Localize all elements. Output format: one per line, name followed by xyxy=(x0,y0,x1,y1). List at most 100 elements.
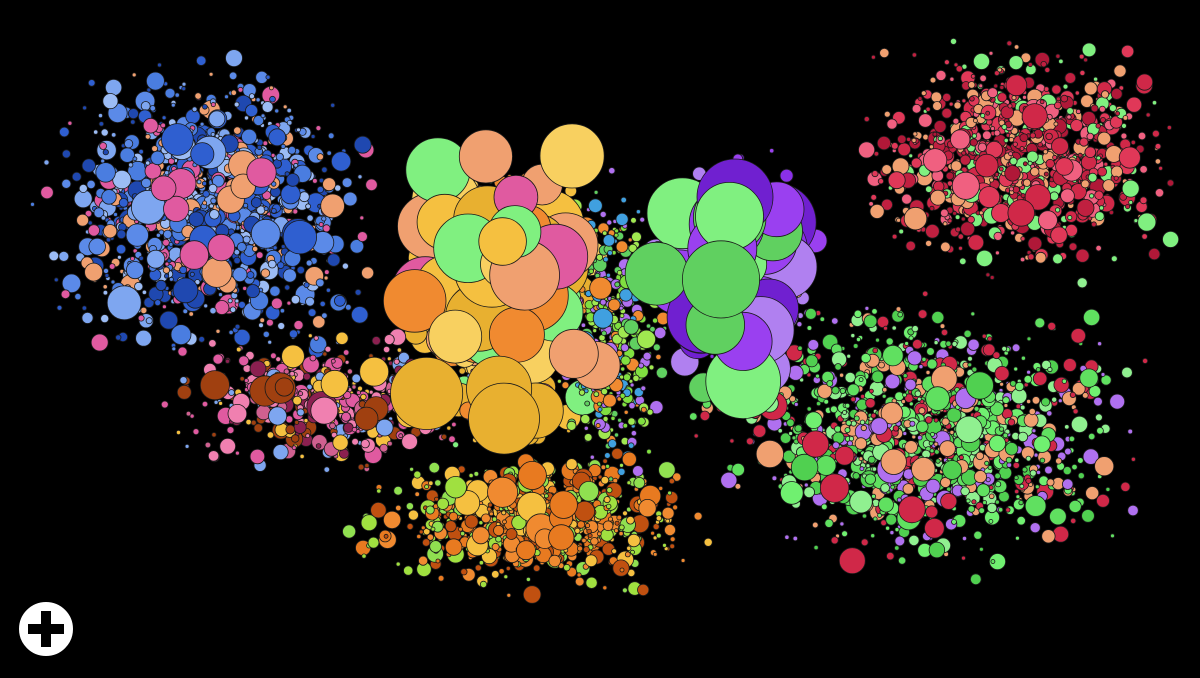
bubble xyxy=(434,479,442,487)
bubble xyxy=(245,418,252,426)
bubble xyxy=(961,150,967,156)
bubble xyxy=(894,527,900,533)
bubble xyxy=(610,415,616,421)
bubble xyxy=(365,178,378,192)
bubble xyxy=(407,509,419,521)
bubble xyxy=(1012,461,1020,469)
bubble xyxy=(230,89,237,96)
bubble xyxy=(258,322,264,329)
bubble xyxy=(897,134,907,145)
bubble xyxy=(418,529,424,535)
bubble xyxy=(196,179,202,185)
bubble xyxy=(144,133,151,140)
bubble xyxy=(81,305,88,311)
bubble xyxy=(869,203,885,219)
bubble xyxy=(841,530,848,538)
bubble xyxy=(1142,357,1149,364)
bubble xyxy=(261,101,274,113)
bubble xyxy=(1139,196,1148,205)
bubble xyxy=(233,101,240,108)
bubble xyxy=(265,74,271,80)
bubble xyxy=(672,504,678,511)
bubble xyxy=(870,194,877,201)
bubble xyxy=(351,306,369,324)
bubble xyxy=(779,168,794,183)
bubble xyxy=(309,354,317,362)
bubble xyxy=(1097,131,1112,146)
bubble xyxy=(606,219,613,226)
bubble xyxy=(1148,248,1161,261)
bubble xyxy=(806,406,812,412)
bubble xyxy=(844,402,851,409)
bubble xyxy=(632,374,640,382)
bubble xyxy=(930,91,943,103)
bubble xyxy=(81,158,96,173)
bubble xyxy=(1110,88,1123,100)
bubble xyxy=(1025,455,1032,462)
bubble xyxy=(813,544,819,551)
bubble xyxy=(1080,94,1094,108)
bubble xyxy=(672,472,682,482)
bubble xyxy=(224,94,229,100)
bubble xyxy=(189,413,195,419)
bubble xyxy=(58,250,70,262)
bubble xyxy=(979,546,984,552)
bubble xyxy=(201,180,207,186)
bubble xyxy=(491,570,500,579)
bubble xyxy=(729,438,735,444)
bubble xyxy=(970,311,976,317)
bubble xyxy=(1064,424,1070,430)
bubble xyxy=(901,399,906,404)
bubble xyxy=(1019,256,1026,263)
bubble xyxy=(779,432,792,444)
bubble xyxy=(182,308,189,315)
bubble xyxy=(398,433,404,439)
bubble xyxy=(108,263,116,270)
bubble xyxy=(236,346,242,353)
bubble xyxy=(341,177,353,188)
bubble xyxy=(891,325,897,331)
bubble xyxy=(995,250,1000,256)
bubble xyxy=(259,317,266,324)
bubble xyxy=(988,434,1006,452)
bubble xyxy=(305,296,315,307)
bubble-layer xyxy=(30,37,1180,604)
bubble xyxy=(1055,457,1063,465)
bubble xyxy=(326,150,332,156)
bubble xyxy=(1019,146,1025,151)
bubble xyxy=(379,443,389,453)
bubble xyxy=(135,329,153,347)
bubble xyxy=(325,287,331,293)
bubble xyxy=(973,530,983,540)
bubble xyxy=(1029,132,1036,139)
bubble xyxy=(1085,486,1100,501)
bubble xyxy=(1022,95,1027,100)
bubble xyxy=(1126,96,1143,113)
bubble xyxy=(1082,448,1100,465)
bubble xyxy=(201,400,209,408)
bubble xyxy=(858,456,864,462)
bubble xyxy=(99,142,107,150)
bubble xyxy=(969,138,978,147)
bubble xyxy=(162,238,170,247)
bubble xyxy=(403,565,414,576)
bubble xyxy=(1052,253,1063,265)
bubble xyxy=(134,281,144,292)
bubble xyxy=(631,231,642,243)
bubble xyxy=(478,520,484,526)
bubble xyxy=(1003,403,1009,408)
bubble xyxy=(1029,522,1041,534)
bubble xyxy=(576,572,582,578)
bubble xyxy=(367,536,380,549)
bubble xyxy=(468,472,474,479)
bubble xyxy=(963,329,972,338)
bubble xyxy=(960,216,966,222)
bubble xyxy=(498,568,505,575)
bubble xyxy=(269,95,276,103)
bubble xyxy=(597,474,603,480)
bubble xyxy=(292,395,303,406)
bubble xyxy=(988,493,995,500)
bubble xyxy=(1105,486,1111,492)
